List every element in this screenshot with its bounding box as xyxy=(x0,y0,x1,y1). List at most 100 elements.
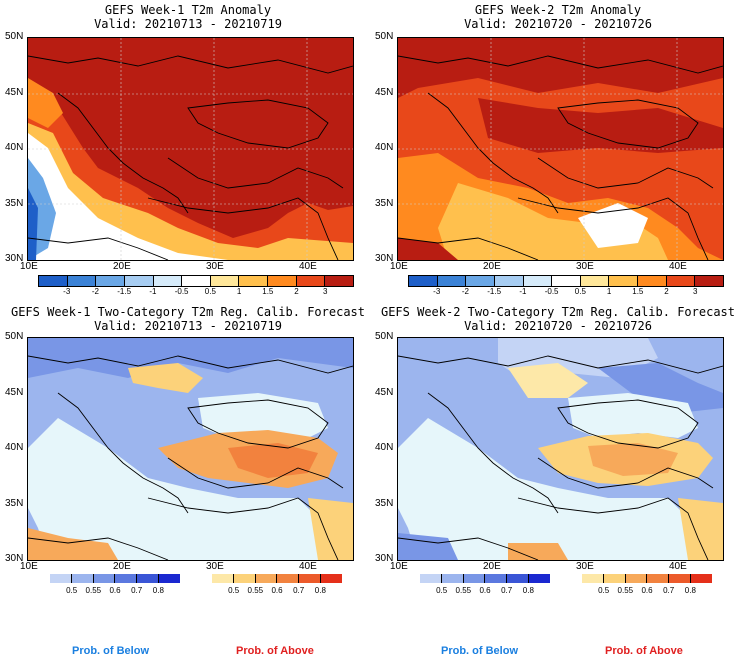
lon-label-30e: 30E xyxy=(576,261,594,272)
prob-above-colorbar-tick-label: 0.7 xyxy=(293,586,305,595)
prob-above-colorbar-labels: 0.5 0.55 0.6 0.7 0.8 xyxy=(212,586,342,596)
anomaly-colorbar-swatch xyxy=(409,276,437,286)
anomaly-colorbar-swatch xyxy=(181,276,210,286)
lat-label-40n: 40N xyxy=(375,442,394,453)
anomaly-colorbar-swatch xyxy=(493,276,523,286)
prob-below-colorbar xyxy=(420,574,550,583)
prob-below-colorbar-swatch xyxy=(528,574,550,583)
lon-label-30e: 30E xyxy=(206,261,224,272)
anomaly-colorbar-tick-label: 3 xyxy=(323,287,328,296)
prob-below-label: Prob. of Below xyxy=(72,645,149,657)
prob-below-colorbar-tick-label: 0.7 xyxy=(501,586,513,595)
prob-below-colorbar-swatch xyxy=(420,574,441,583)
anomaly-colorbar-tick-label: 3 xyxy=(693,287,698,296)
lat-label-45n: 45N xyxy=(375,87,394,98)
prob-above-colorbar xyxy=(212,574,342,583)
anomaly-colorbar-tick-label: -3 xyxy=(433,287,441,296)
prob-above-colorbar-swatch xyxy=(646,574,669,583)
anomaly-colorbar-tick-label: 1 xyxy=(606,287,612,296)
prob-above-colorbar-tick-label: 0.55 xyxy=(247,586,264,595)
prob-below-colorbar-tick-label: 0.55 xyxy=(455,586,472,595)
lat-label-50n: 50N xyxy=(375,31,394,42)
prob-map-week1 xyxy=(27,337,354,561)
prob-map-week2 xyxy=(397,337,724,561)
panel-week2-prob: GEFS Week-2 Two-Category T2m Reg. Calib.… xyxy=(370,302,740,602)
prob-below-colorbar xyxy=(50,574,180,583)
panel-week1-anomaly: GEFS Week-1 T2m Anomaly Valid: 20210713 … xyxy=(0,0,370,300)
prob-above-label: Prob. of Above xyxy=(605,645,683,657)
prob-above-colorbar-swatch xyxy=(298,574,321,583)
prob-above-colorbar-swatch xyxy=(624,574,647,583)
anomaly-map-week2 xyxy=(397,37,724,261)
panel-title: GEFS Week-2 T2m Anomaly xyxy=(474,3,642,17)
lat-label-30n: 30N xyxy=(375,253,394,264)
panel-week2-anomaly: GEFS Week-2 T2m Anomaly Valid: 20210720 … xyxy=(370,0,740,300)
panel-valid-date: Valid: 20210713 - 20210719 xyxy=(94,17,282,31)
prob-above-colorbar-tick-label: 0.6 xyxy=(271,586,283,595)
lat-label-35n: 35N xyxy=(5,498,24,509)
anomaly-colorbar-swatch xyxy=(436,276,466,286)
lon-label-20e: 20E xyxy=(483,261,501,272)
lon-label-20e: 20E xyxy=(113,561,131,572)
lat-label-30n: 30N xyxy=(375,553,394,564)
lon-label-10e: 10E xyxy=(20,561,38,572)
anomaly-colorbar-swatch xyxy=(694,276,724,286)
anomaly-colorbar-swatch xyxy=(465,276,494,286)
panel-title: GEFS Week-1 T2m Anomaly xyxy=(104,3,272,17)
prob-below-colorbar-tick-label: 0.7 xyxy=(131,586,143,595)
prob-above-colorbar-swatch xyxy=(582,574,603,583)
prob-above-colorbar xyxy=(582,574,712,583)
lon-label-30e: 30E xyxy=(576,561,594,572)
anomaly-colorbar-tick-label: 2 xyxy=(294,287,299,296)
anomaly-colorbar-labels: -3 -2 -1.5 -1 -0.5 0.5 1 1.5 2 3 xyxy=(408,287,722,297)
anomaly-colorbar-tick-label: 1 xyxy=(236,287,242,296)
prob-below-colorbar-swatch xyxy=(92,574,115,583)
lat-label-35n: 35N xyxy=(375,498,394,509)
prob-above-colorbar-tick-label: 0.8 xyxy=(314,586,326,595)
lon-label-40e: 40E xyxy=(299,261,317,272)
prob-above-colorbar-swatch xyxy=(276,574,299,583)
prob-below-colorbar-swatch xyxy=(50,574,71,583)
anomaly-colorbar-tick-label: -1 xyxy=(519,287,527,296)
lon-label-10e: 10E xyxy=(20,261,38,272)
anomaly-colorbar-swatch xyxy=(637,276,666,286)
lon-label-40e: 40E xyxy=(299,561,317,572)
prob-below-colorbar-tick-label: 0.5 xyxy=(436,586,448,595)
lat-label-35n: 35N xyxy=(375,198,394,209)
anomaly-colorbar-swatch xyxy=(39,276,67,286)
anomaly-colorbar-swatch xyxy=(209,276,239,286)
prob-above-colorbar-swatch xyxy=(690,574,712,583)
lat-label-50n: 50N xyxy=(5,31,24,42)
prob-above-colorbar-tick-label: 0.7 xyxy=(663,586,675,595)
anomaly-colorbar-labels: -3 -2 -1.5 -1 -0.5 0.5 1 1.5 2 3 xyxy=(38,287,352,297)
anomaly-colorbar-tick-label: -3 xyxy=(63,287,71,296)
anomaly-colorbar-swatch xyxy=(267,276,296,286)
prob-above-colorbar-swatch xyxy=(232,574,255,583)
lon-label-40e: 40E xyxy=(669,561,687,572)
anomaly-colorbar-swatch xyxy=(123,276,153,286)
map-plot xyxy=(398,338,723,560)
prob-below-colorbar-labels: 0.5 0.55 0.6 0.7 0.8 xyxy=(420,586,550,596)
anomaly-colorbar-swatch xyxy=(152,276,182,286)
prob-above-colorbar-tick-label: 0.6 xyxy=(641,586,653,595)
panel-valid-date: Valid: 20210720 - 20210726 xyxy=(464,17,652,31)
anomaly-colorbar-tick-label: -1.5 xyxy=(487,287,502,296)
prob-above-colorbar-swatch xyxy=(668,574,691,583)
prob-below-colorbar-tick-label: 0.55 xyxy=(85,586,102,595)
lon-label-40e: 40E xyxy=(669,261,687,272)
map-plot xyxy=(398,38,723,260)
anomaly-colorbar-tick-label: 1.5 xyxy=(632,287,644,296)
prob-below-colorbar-swatch xyxy=(440,574,463,583)
anomaly-map-week1 xyxy=(27,37,354,261)
prob-below-colorbar-swatch xyxy=(136,574,159,583)
anomaly-colorbar-swatch xyxy=(324,276,354,286)
anomaly-colorbar-tick-label: -2 xyxy=(461,287,470,296)
anomaly-colorbar xyxy=(408,275,724,287)
prob-above-label: Prob. of Above xyxy=(236,645,314,657)
lat-label-35n: 35N xyxy=(5,198,24,209)
prob-above-colorbar-swatch xyxy=(254,574,277,583)
lat-label-40n: 40N xyxy=(5,142,24,153)
panel-valid-date: Valid: 20210713 - 20210719 xyxy=(94,319,282,333)
prob-above-colorbar-swatch xyxy=(212,574,233,583)
anomaly-colorbar-tick-label: 2 xyxy=(664,287,669,296)
